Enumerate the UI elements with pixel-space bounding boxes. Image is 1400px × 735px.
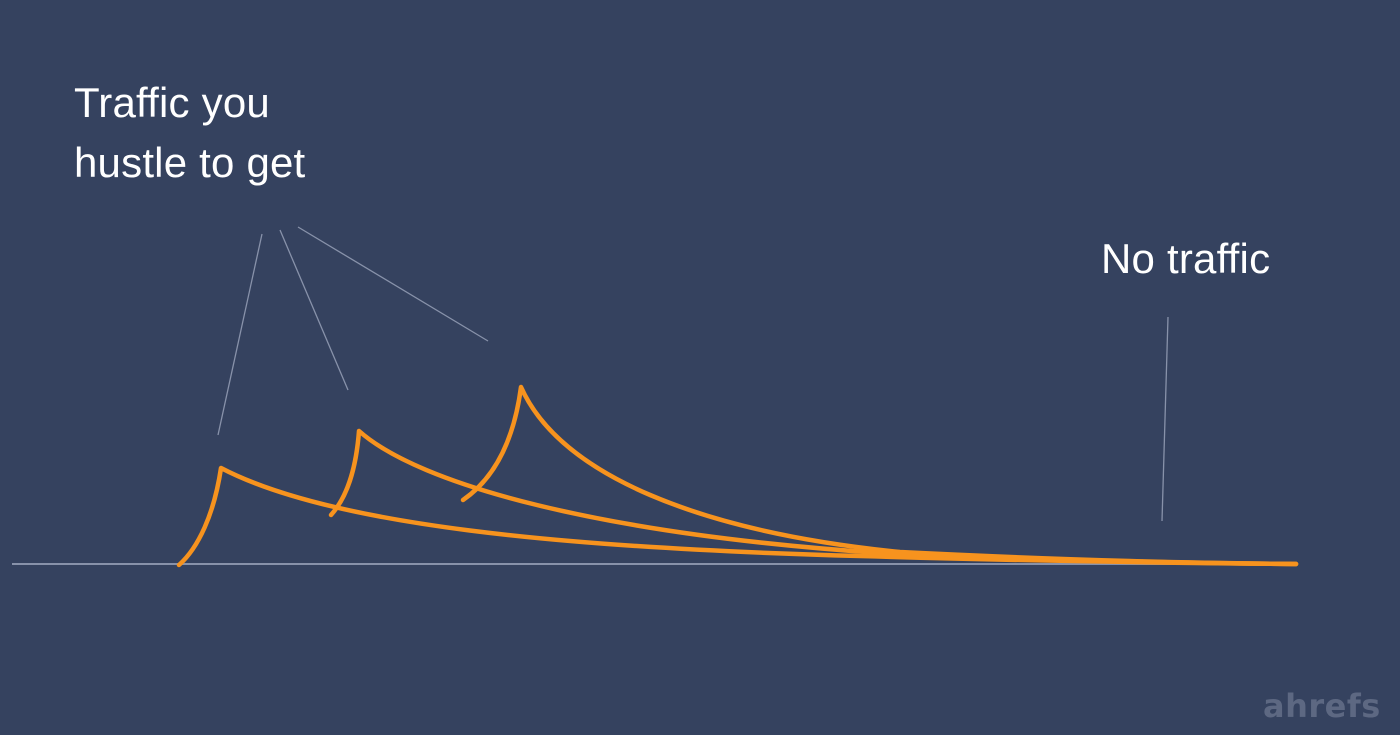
ahrefs-watermark-logo: ahrefs — [1263, 687, 1381, 725]
traffic-curve-peak-2 — [328, 428, 1299, 567]
traffic-curve-peak-3 — [460, 384, 1299, 567]
pointer-line-peak-3 — [297, 226, 489, 342]
pointer-line-no-traffic — [1161, 316, 1169, 522]
traffic-curve-peak-1 — [176, 465, 1299, 568]
hustle-traffic-label-line-1: Traffic you — [74, 79, 270, 126]
hustle-traffic-label-line-2: hustle to get — [74, 139, 306, 186]
pointer-line-peak-1 — [217, 233, 263, 436]
pointer-line-peak-2 — [279, 229, 349, 391]
no-traffic-label: No traffic — [1101, 235, 1271, 282]
hustle-traffic-label: Traffic you hustle to get — [74, 73, 305, 193]
